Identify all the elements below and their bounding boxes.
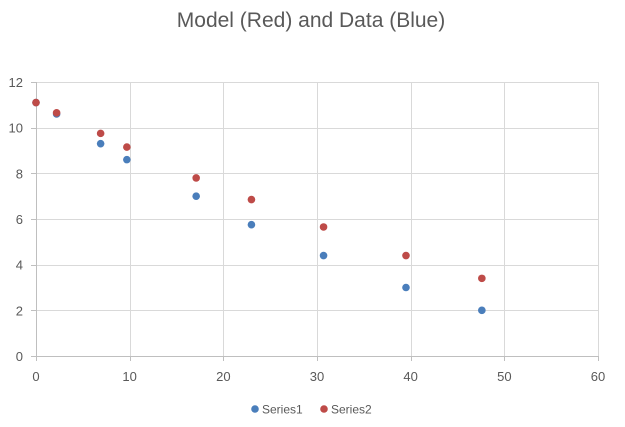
series1-point [478, 306, 486, 315]
series2-point [192, 174, 200, 182]
series1-point [123, 155, 131, 164]
series2-point [247, 195, 256, 204]
gridlines [36, 82, 599, 356]
series2-point [319, 223, 328, 231]
y-tick-label: 2 [16, 303, 23, 318]
series1-point [402, 283, 410, 292]
axes [31, 82, 599, 361]
legend-marker-series2 [320, 405, 328, 413]
y-tick-label: 6 [16, 212, 23, 227]
x-tick-label: 10 [122, 369, 136, 384]
series2-point [96, 129, 105, 138]
series1-point [96, 139, 105, 148]
series2-point [478, 274, 486, 283]
series1-point [319, 251, 328, 260]
series2-point [32, 98, 40, 107]
legend-label-series1: Series1 [262, 403, 303, 417]
data-points [32, 98, 486, 315]
x-tick-label: 40 [403, 369, 417, 384]
legend: Series1 Series2 [251, 403, 372, 417]
series1-point [192, 192, 200, 200]
tick-labels: 0 10 20 30 40 50 60 0 2 4 6 8 10 12 [9, 75, 606, 384]
x-tick-label: 30 [310, 369, 324, 384]
legend-marker-series1 [251, 405, 259, 413]
series1-point [247, 220, 256, 229]
legend-label-series2: Series2 [331, 403, 372, 417]
y-tick-label: 8 [16, 166, 23, 181]
x-tick-label: 60 [591, 369, 605, 384]
series2-point [402, 251, 410, 260]
series2-point [123, 143, 131, 151]
series2-point [52, 109, 61, 117]
x-tick-label: 20 [216, 369, 230, 384]
y-tick-label: 12 [9, 75, 23, 90]
y-tick-label: 0 [16, 349, 23, 364]
y-tick-label: 4 [16, 258, 23, 273]
x-tick-label: 0 [32, 369, 39, 384]
x-tick-label: 50 [497, 369, 511, 384]
chart-title: Model (Red) and Data (Blue) [177, 9, 445, 32]
y-tick-label: 10 [9, 121, 23, 136]
